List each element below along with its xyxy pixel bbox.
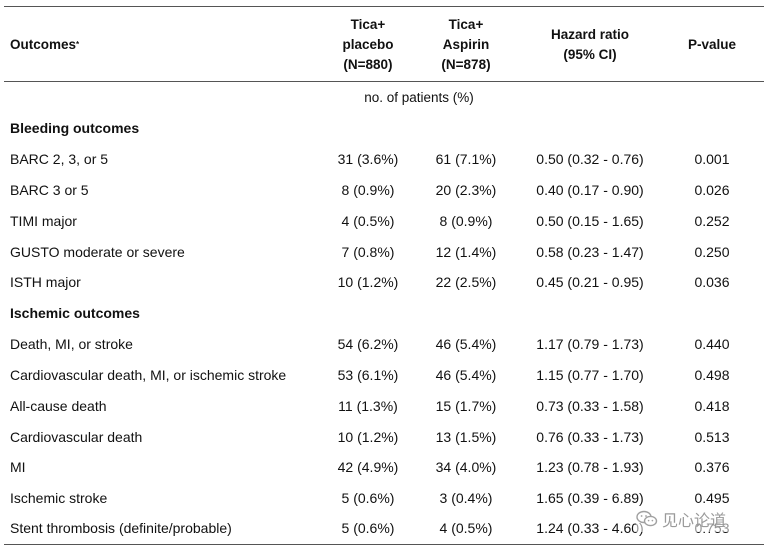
- cell-placebo: 31 (3.6%): [337, 151, 399, 167]
- cell-hazard-ratio: 1.24 (0.33 - 4.60): [536, 520, 644, 536]
- cell-placebo: 8 (0.9%): [341, 182, 395, 198]
- cell-outcome: Cardiovascular death, MI, or ischemic st…: [10, 367, 287, 383]
- header-p-value: P-value: [672, 12, 752, 78]
- cell-aspirin: 61 (7.1%): [435, 151, 497, 167]
- cell-placebo: 11 (1.3%): [338, 398, 398, 414]
- wechat-icon: [636, 510, 658, 527]
- watermark-text: 见心论道: [662, 513, 727, 530]
- cell-p-value: 0.001: [694, 151, 730, 167]
- cell-p-value: 0.250: [694, 244, 730, 260]
- cell-hazard-ratio: 0.50 (0.15 - 1.65): [536, 213, 644, 229]
- cell-hazard-ratio: 0.58 (0.23 - 1.47): [536, 244, 644, 260]
- table-top-rule: [4, 6, 764, 7]
- cell-hazard-ratio: 0.45 (0.21 - 0.95): [536, 274, 644, 290]
- cell-p-value: 0.495: [694, 490, 730, 506]
- cell-placebo: 7 (0.8%): [341, 244, 395, 260]
- header-tica-aspirin-line3: (N=878): [441, 57, 491, 72]
- cell-p-value: 0.513: [694, 429, 730, 445]
- cell-hazard-ratio: 1.23 (0.78 - 1.93): [536, 459, 644, 475]
- cell-outcome: BARC 2, 3, or 5: [10, 151, 109, 167]
- cell-hazard-ratio: 0.73 (0.33 - 1.58): [536, 398, 644, 414]
- cell-aspirin: 34 (4.0%): [435, 459, 497, 475]
- table-row: Cardiovascular death, MI, or ischemic st…: [4, 363, 764, 387]
- cell-aspirin: 3 (0.4%): [439, 490, 493, 506]
- table-row: Death, MI, or stroke 54 (6.2%) 46 (5.4%)…: [4, 332, 764, 356]
- header-bottom-rule: [4, 81, 764, 82]
- header-tica-aspirin-line1: Tica+: [448, 17, 484, 32]
- header-outcomes: Outcomes *: [10, 12, 210, 78]
- table-row: ISTH major 10 (1.2%) 22 (2.5%) 0.45 (0.2…: [4, 270, 764, 294]
- cell-placebo: 5 (0.6%): [341, 490, 395, 506]
- cell-outcome: All-cause death: [10, 398, 107, 414]
- header-hazard-ratio-line2: (95% CI): [563, 47, 617, 62]
- cell-outcome: TIMI major: [10, 213, 77, 229]
- cell-p-value: 0.498: [694, 367, 730, 383]
- cell-aspirin: 22 (2.5%): [435, 274, 497, 290]
- table-row: All-cause death 11 (1.3%) 15 (1.7%) 0.73…: [4, 394, 764, 418]
- cell-aspirin: 20 (2.3%): [435, 182, 497, 198]
- cell-outcome: Stent thrombosis (definite/probable): [10, 520, 232, 536]
- cell-hazard-ratio: 0.50 (0.32 - 0.76): [536, 151, 644, 167]
- header-p-value-label: P-value: [687, 37, 737, 52]
- cell-aspirin: 13 (1.5%): [435, 429, 497, 445]
- table-row: Ischemic stroke 5 (0.6%) 3 (0.4%) 1.65 (…: [4, 486, 764, 510]
- header-tica-placebo: Tica+ placebo (N=880): [318, 12, 418, 78]
- units-label: no. of patients (%): [364, 90, 474, 105]
- header-outcomes-mark: *: [76, 40, 80, 49]
- cell-aspirin: 4 (0.5%): [439, 520, 493, 536]
- cell-placebo: 10 (1.2%): [337, 429, 399, 445]
- table-row: Stent thrombosis (definite/probable) 5 (…: [4, 516, 764, 540]
- cell-placebo: 53 (6.1%): [337, 367, 399, 383]
- header-outcomes-label: Outcomes: [10, 37, 77, 52]
- table-row: BARC 2, 3, or 5 31 (3.6%) 61 (7.1%) 0.50…: [4, 147, 764, 171]
- cell-aspirin: 12 (1.4%): [435, 244, 497, 260]
- cell-outcome: Ischemic stroke: [10, 490, 108, 506]
- cell-outcome: MI: [10, 459, 26, 475]
- table-row: TIMI major 4 (0.5%) 8 (0.9%) 0.50 (0.15 …: [4, 209, 764, 233]
- cell-hazard-ratio: 0.40 (0.17 - 0.90): [536, 182, 644, 198]
- table-row: Cardiovascular death 10 (1.2%) 13 (1.5%)…: [4, 425, 764, 449]
- cell-p-value: 0.036: [694, 274, 730, 290]
- header-tica-placebo-line3: (N=880): [343, 57, 393, 72]
- header-hazard-ratio-line1: Hazard ratio: [550, 27, 630, 42]
- header-hazard-ratio: Hazard ratio (95% CI): [510, 12, 670, 78]
- table-bottom-rule: [4, 544, 764, 545]
- table-row: GUSTO moderate or severe 7 (0.8%) 12 (1.…: [4, 240, 764, 264]
- cell-outcome: ISTH major: [10, 274, 81, 290]
- watermark: 见心论道: [636, 506, 764, 532]
- cell-p-value: 0.440: [694, 336, 730, 352]
- cell-outcome: GUSTO moderate or severe: [10, 244, 185, 260]
- table-row: BARC 3 or 5 8 (0.9%) 20 (2.3%) 0.40 (0.1…: [4, 178, 764, 202]
- header-tica-placebo-line2: placebo: [342, 37, 394, 52]
- cell-placebo: 42 (4.9%): [337, 459, 399, 475]
- cell-p-value: 0.376: [694, 459, 730, 475]
- cell-placebo: 54 (6.2%): [337, 336, 399, 352]
- table-row: MI 42 (4.9%) 34 (4.0%) 1.23 (0.78 - 1.93…: [4, 455, 764, 479]
- header-tica-aspirin: Tica+ Aspirin (N=878): [416, 12, 516, 78]
- cell-p-value: 0.418: [694, 398, 730, 414]
- section-title-ischemic: Ischemic outcomes: [10, 305, 140, 321]
- header-tica-aspirin-line2: Aspirin: [442, 37, 490, 52]
- cell-aspirin: 8 (0.9%): [439, 213, 493, 229]
- cell-hazard-ratio: 1.65 (0.39 - 6.89): [536, 490, 644, 506]
- cell-p-value: 0.026: [694, 182, 730, 198]
- cell-aspirin: 46 (5.4%): [435, 336, 497, 352]
- cell-outcome: Cardiovascular death: [10, 429, 143, 445]
- header-tica-placebo-line1: Tica+: [350, 17, 386, 32]
- cell-hazard-ratio: 0.76 (0.33 - 1.73): [536, 429, 644, 445]
- cell-hazard-ratio: 1.15 (0.77 - 1.70): [536, 367, 644, 383]
- cell-outcome: BARC 3 or 5: [10, 182, 89, 198]
- cell-aspirin: 46 (5.4%): [435, 367, 497, 383]
- cell-p-value: 0.252: [694, 213, 730, 229]
- cell-hazard-ratio: 1.17 (0.79 - 1.73): [536, 336, 644, 352]
- cell-placebo: 10 (1.2%): [337, 274, 399, 290]
- cell-placebo: 5 (0.6%): [341, 520, 395, 536]
- cell-placebo: 4 (0.5%): [341, 213, 395, 229]
- section-title-bleeding: Bleeding outcomes: [10, 120, 140, 136]
- cell-outcome: Death, MI, or stroke: [10, 336, 133, 352]
- cell-aspirin: 15 (1.7%): [435, 398, 497, 414]
